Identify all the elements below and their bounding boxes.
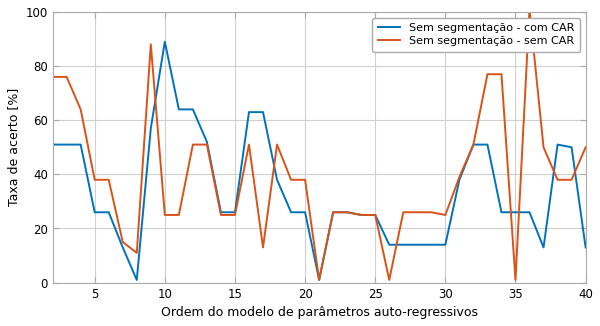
Sem segmentação - com CAR [329, 210, 337, 214]
Sem segmentação - sem CAR [245, 143, 253, 147]
Sem segmentação - com CAR [287, 210, 295, 214]
Sem segmentação - sem CAR [414, 210, 421, 214]
Sem segmentação - sem CAR [358, 213, 365, 217]
Sem segmentação - com CAR [301, 210, 308, 214]
Sem segmentação - com CAR [245, 110, 253, 114]
Sem segmentação - com CAR [119, 245, 127, 249]
Sem segmentação - com CAR [344, 210, 351, 214]
Sem segmentação - com CAR [189, 108, 196, 111]
Sem segmentação - com CAR [274, 178, 281, 182]
Sem segmentação - com CAR [470, 143, 477, 147]
Sem segmentação - sem CAR [400, 210, 407, 214]
Y-axis label: Taxa de acerto [%]: Taxa de acerto [%] [7, 88, 20, 206]
Sem segmentação - sem CAR [274, 143, 281, 147]
Sem segmentação - sem CAR [329, 210, 337, 214]
Sem segmentação - com CAR [358, 213, 365, 217]
Sem segmentação - sem CAR [371, 213, 379, 217]
Sem segmentação - sem CAR [133, 251, 140, 255]
Sem segmentação - sem CAR [554, 178, 561, 182]
Sem segmentação - com CAR [428, 243, 435, 247]
Sem segmentação - com CAR [554, 143, 561, 147]
Sem segmentação - com CAR [400, 243, 407, 247]
Sem segmentação - sem CAR [91, 178, 98, 182]
Sem segmentação - com CAR [498, 210, 505, 214]
Sem segmentação - com CAR [386, 243, 393, 247]
Sem segmentação - sem CAR [582, 145, 589, 149]
Sem segmentação - sem CAR [287, 178, 295, 182]
Sem segmentação - sem CAR [77, 108, 84, 111]
Legend: Sem segmentação - com CAR, Sem segmentação - sem CAR: Sem segmentação - com CAR, Sem segmentaç… [373, 18, 580, 52]
Sem segmentação - sem CAR [232, 213, 239, 217]
Sem segmentação - com CAR [371, 213, 379, 217]
Sem segmentação - com CAR [456, 178, 463, 182]
Sem segmentação - sem CAR [568, 178, 575, 182]
Sem segmentação - com CAR [91, 210, 98, 214]
Sem segmentação - sem CAR [498, 72, 505, 76]
Sem segmentação - com CAR [77, 143, 84, 147]
Sem segmentação - sem CAR [105, 178, 112, 182]
Sem segmentação - com CAR [259, 110, 266, 114]
Sem segmentação - com CAR [133, 278, 140, 282]
Sem segmentação - sem CAR [456, 175, 463, 179]
Sem segmentação - sem CAR [442, 213, 449, 217]
Sem segmentação - sem CAR [344, 210, 351, 214]
Sem segmentação - sem CAR [316, 278, 323, 282]
Sem segmentação - com CAR [63, 143, 70, 147]
Sem segmentação - com CAR [175, 108, 182, 111]
Sem segmentação - sem CAR [428, 210, 435, 214]
Sem segmentação - com CAR [316, 278, 323, 282]
Sem segmentação - sem CAR [386, 278, 393, 282]
Sem segmentação - com CAR [582, 245, 589, 249]
Sem segmentação - sem CAR [203, 143, 211, 147]
Sem segmentação - com CAR [49, 143, 56, 147]
Sem segmentação - sem CAR [470, 143, 477, 147]
Sem segmentação - sem CAR [119, 240, 127, 244]
Sem segmentação - com CAR [414, 243, 421, 247]
Sem segmentação - sem CAR [147, 42, 154, 46]
Sem segmentação - com CAR [105, 210, 112, 214]
Sem segmentação - com CAR [484, 143, 491, 147]
Sem segmentação - com CAR [442, 243, 449, 247]
Sem segmentação - sem CAR [63, 75, 70, 79]
Sem segmentação - sem CAR [175, 213, 182, 217]
Sem segmentação - com CAR [540, 245, 547, 249]
Sem segmentação - com CAR [203, 140, 211, 144]
Sem segmentação - sem CAR [540, 145, 547, 149]
Sem segmentação - sem CAR [189, 143, 196, 147]
Sem segmentação - com CAR [161, 40, 169, 44]
Line: Sem segmentação - sem CAR: Sem segmentação - sem CAR [53, 9, 586, 280]
Sem segmentação - sem CAR [161, 213, 169, 217]
Sem segmentação - sem CAR [259, 245, 266, 249]
Sem segmentação - com CAR [512, 210, 519, 214]
X-axis label: Ordem do modelo de parâmetros auto-regressivos: Ordem do modelo de parâmetros auto-regre… [161, 306, 478, 319]
Sem segmentação - com CAR [147, 126, 154, 130]
Sem segmentação - sem CAR [301, 178, 308, 182]
Sem segmentação - com CAR [232, 210, 239, 214]
Sem segmentação - com CAR [217, 210, 224, 214]
Sem segmentação - sem CAR [484, 72, 491, 76]
Sem segmentação - sem CAR [217, 213, 224, 217]
Sem segmentação - sem CAR [512, 278, 519, 282]
Sem segmentação - com CAR [568, 145, 575, 149]
Sem segmentação - com CAR [526, 210, 533, 214]
Sem segmentação - sem CAR [526, 7, 533, 11]
Sem segmentação - sem CAR [49, 75, 56, 79]
Line: Sem segmentação - com CAR: Sem segmentação - com CAR [53, 42, 586, 280]
